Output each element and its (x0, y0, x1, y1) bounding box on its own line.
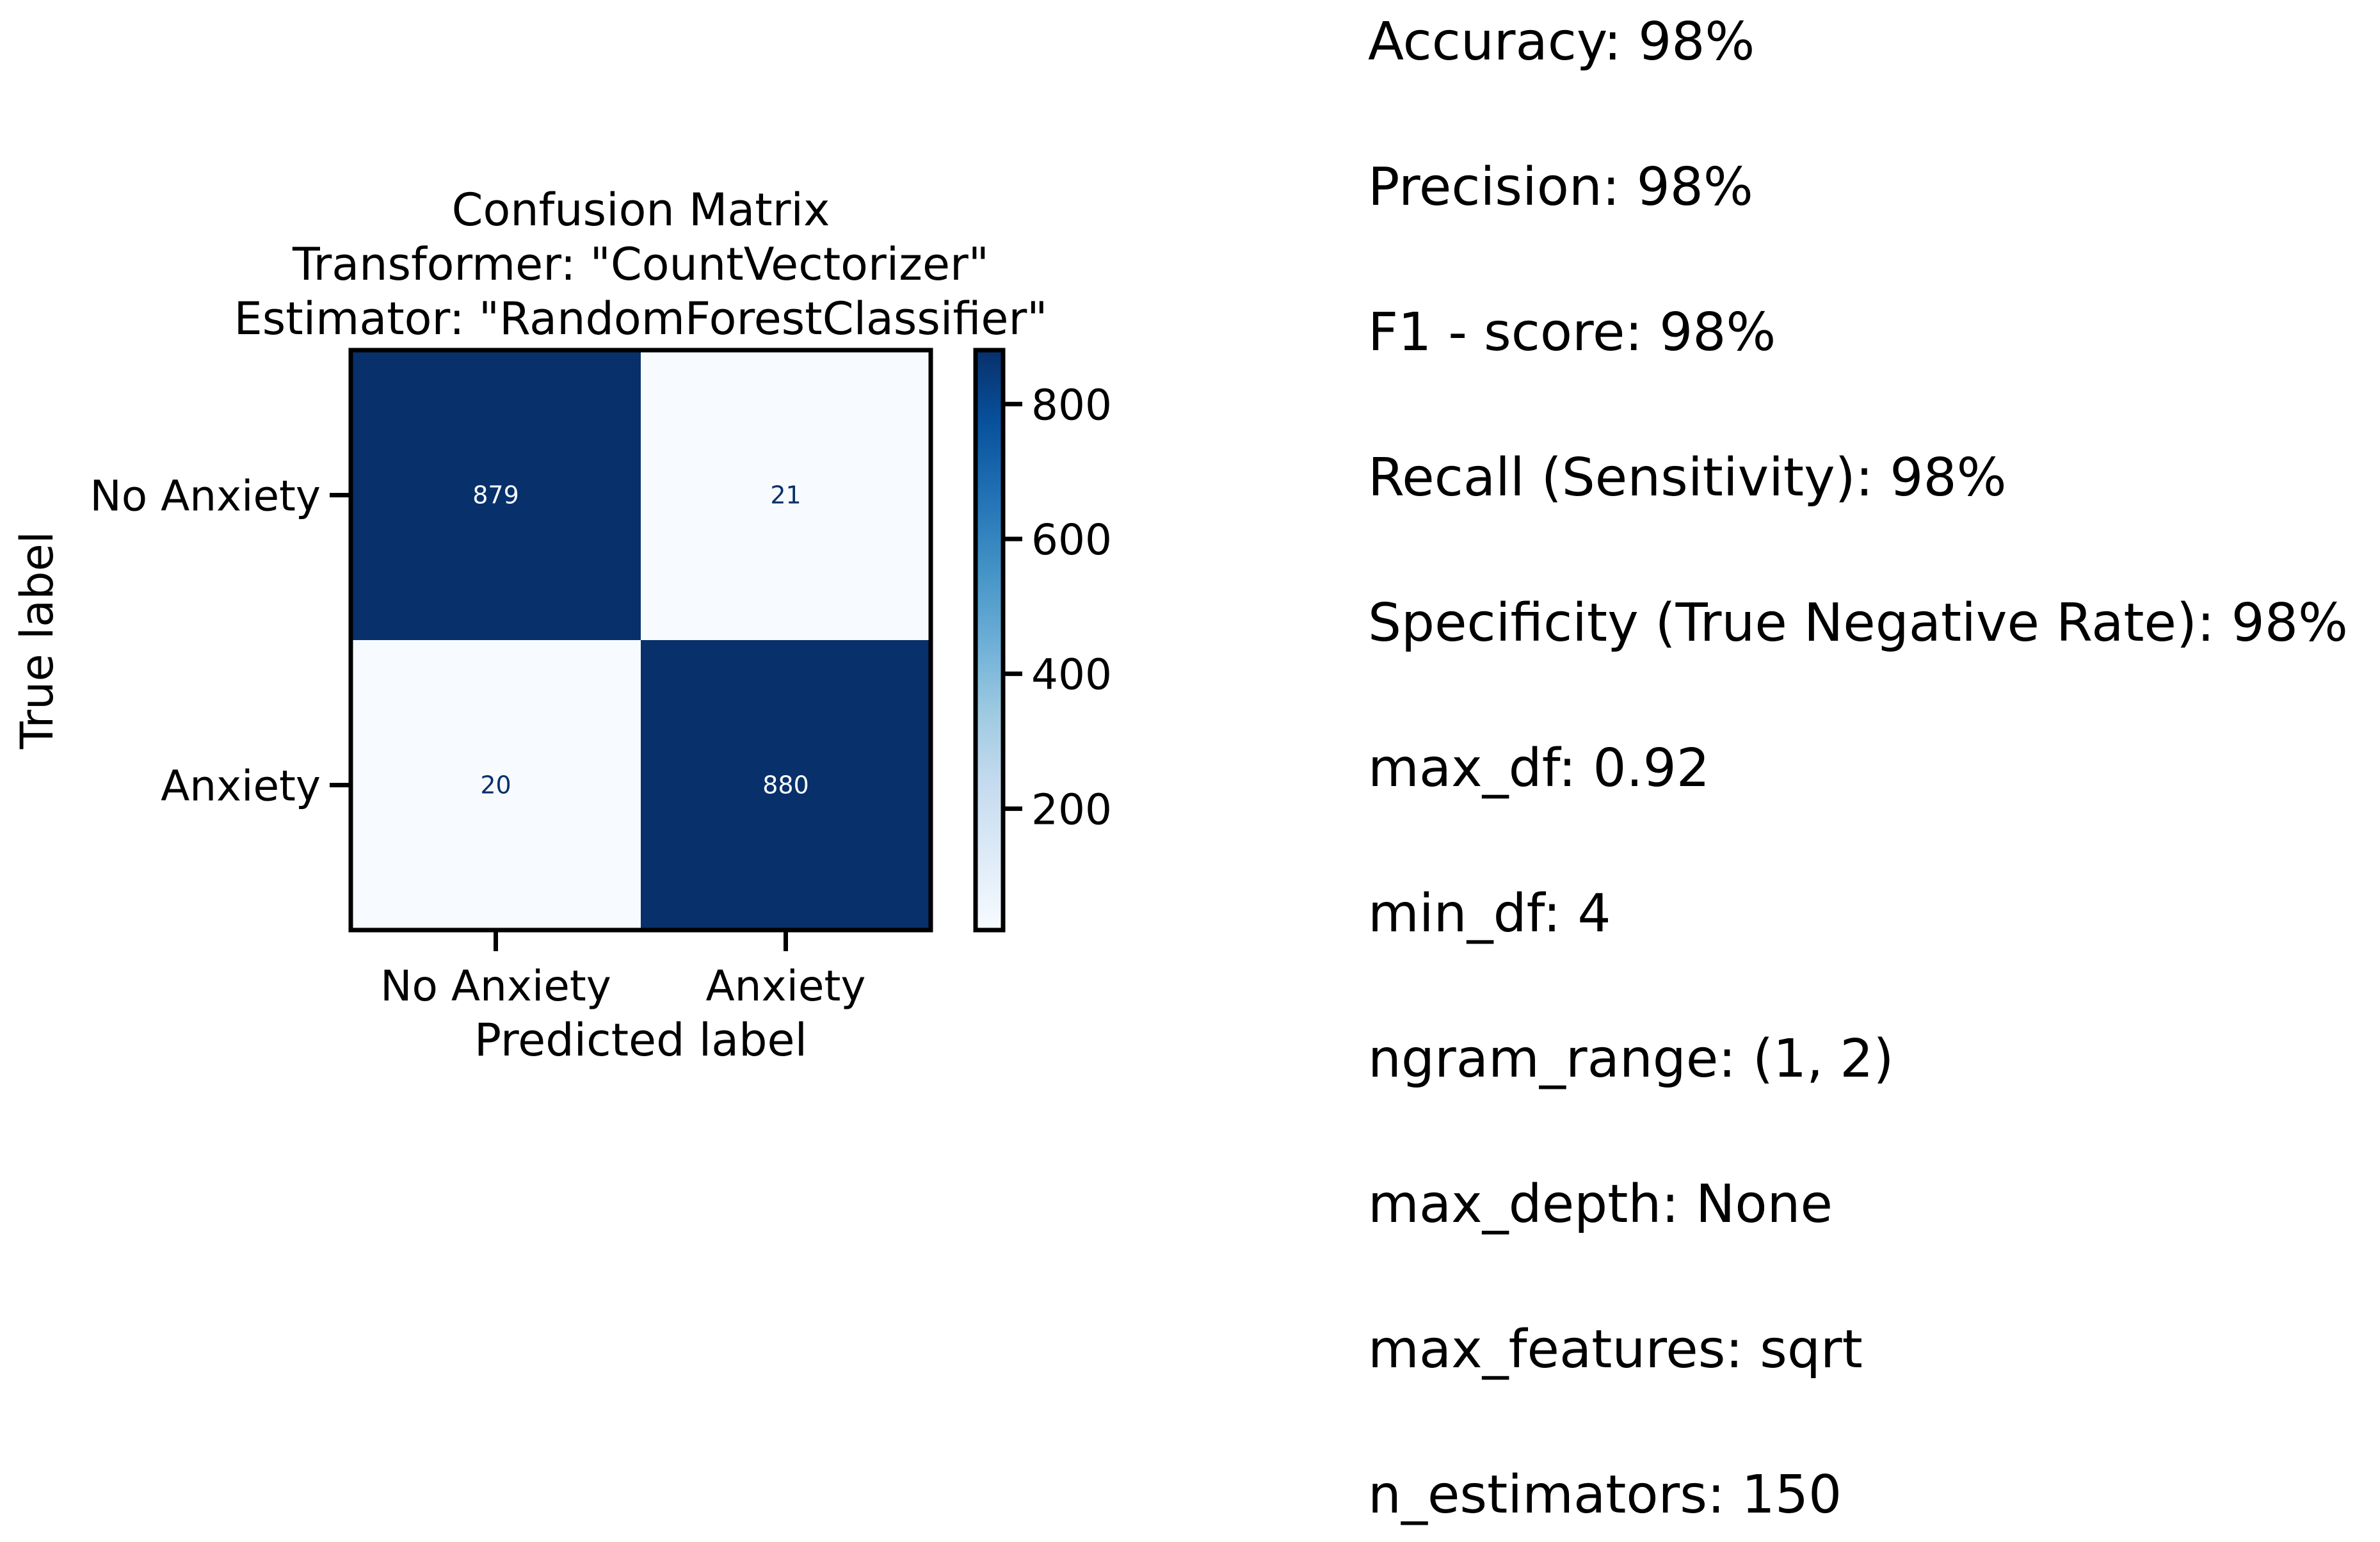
metric-f1-score: F1 - score: 98% (1368, 302, 1776, 363)
chart-title-line: Estimator: "RandomForestClassifier" (234, 293, 1048, 345)
y-axis-label: True label (11, 531, 63, 750)
param-max-depth: max_depth: None (1368, 1174, 1833, 1235)
param-max-df: max_df: 0.92 (1368, 738, 1710, 799)
colorbar-tick-label: 800 (1031, 380, 1112, 430)
y-tick-label: No Anxiety (90, 472, 321, 521)
matrix-cells: 879 21 20 880 (351, 350, 931, 931)
x-axis-label: Predicted label (474, 1014, 807, 1066)
cell-value-label: 20 (480, 771, 511, 799)
matrix-cell (351, 350, 641, 641)
matrix-cell (641, 350, 931, 641)
param-min-df: min_df: 4 (1368, 883, 1611, 944)
x-tick-label: Anxiety (706, 961, 866, 1011)
metric-precision: Precision: 98% (1368, 157, 1753, 218)
colorbar-tick-label: 600 (1031, 515, 1112, 565)
metric-recall: Recall (Sensitivity): 98% (1368, 447, 2007, 508)
y-axis: No Anxiety Anxiety True label (11, 472, 351, 811)
metrics-panel: Accuracy: 98% Precision: 98% F1 - score:… (1368, 0, 2367, 1542)
matrix-cell (641, 640, 931, 931)
colorbar: 200 400 600 800 (973, 348, 1112, 933)
colorbar-gradient (976, 350, 1003, 930)
param-max-features: max_features: sqrt (1368, 1319, 1863, 1380)
y-tick-label: Anxiety (161, 762, 321, 811)
metric-accuracy: Accuracy: 98% (1368, 12, 1755, 72)
cell-value-label: 21 (770, 481, 801, 510)
cell-value-label: 879 (472, 481, 519, 510)
metric-specificity: Specificity (True Negative Rate): 98% (1368, 593, 2348, 654)
colorbar-frame (973, 348, 1006, 933)
param-n-estimators: n_estimators: 150 (1368, 1465, 1842, 1525)
matrix-cell (351, 640, 641, 931)
param-ngram-range: ngram_range: (1, 2) (1368, 1029, 1894, 1089)
cell-value-label: 880 (762, 771, 809, 799)
x-tick-label: No Anxiety (380, 961, 611, 1011)
colorbar-tick-label: 400 (1031, 650, 1112, 700)
chart-title-line: Confusion Matrix (452, 184, 830, 236)
chart-title-line: Transformer: "CountVectorizer" (292, 238, 989, 291)
colorbar-tick-label: 200 (1031, 785, 1112, 834)
plot-frame (348, 348, 933, 933)
